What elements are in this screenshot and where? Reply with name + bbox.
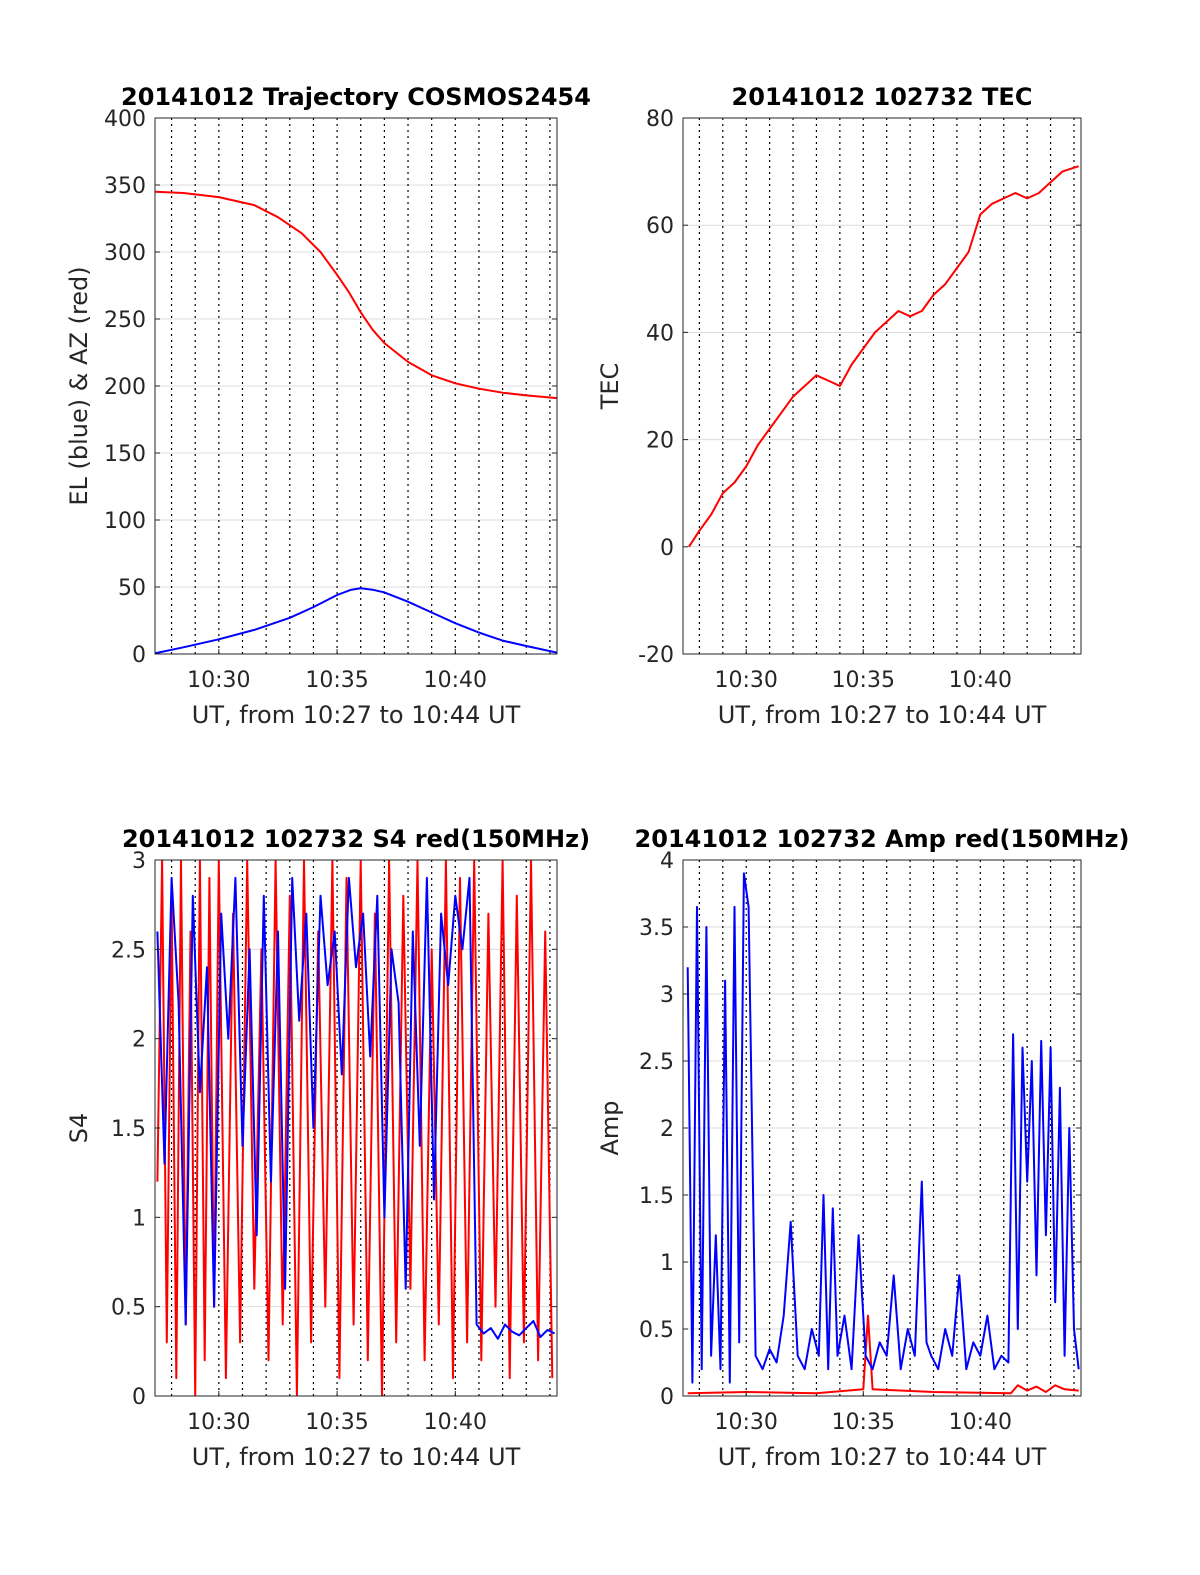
x-tick-label: 10:35 [305,1410,368,1435]
y-tick-label: 100 [104,509,146,534]
y-tick-label: 200 [104,375,146,400]
x-axis-label: UT, from 10:27 to 10:44 UT [192,1443,521,1471]
y-tick-label: 300 [104,241,146,266]
x-tick-label: 10:30 [715,668,778,693]
y-tick-label: 80 [646,107,674,132]
y-tick-label: 350 [104,174,146,199]
y-tick-label: 0 [132,643,146,668]
y-tick-label: 3 [132,849,146,874]
y-tick-label: 3 [660,983,674,1008]
chart-title: 20141012 102732 TEC [732,83,1033,111]
series-line-1 [156,860,554,1396]
y-tick-label: 0 [132,1385,146,1410]
y-tick-label: 0.5 [639,1318,674,1343]
y-tick-label: -20 [638,643,674,668]
chart-panel-1: 0 50 100 150 200 250 300 350 400 10:30 10:35 10:40 2… [65,83,591,729]
y-axis-label: EL (blue) & AZ (red) [65,266,93,505]
x-tick-label: 10:40 [424,668,487,693]
y-tick-label: 40 [646,321,674,346]
y-tick-label: 150 [104,442,146,467]
chart-panel-2: -20 0 20 40 60 80 10:30 10:35 10:40 20141012 1027… [596,83,1082,729]
series-line-2 [155,587,557,654]
series-line-2 [156,876,556,1340]
y-tick-label: 1 [132,1206,146,1231]
y-tick-label: 0.5 [111,1296,146,1321]
y-tick-label: 3.5 [639,916,674,941]
x-tick-label: 10:35 [832,1410,895,1435]
x-tick-label: 10:35 [832,668,895,693]
x-tick-label: 10:30 [187,1410,250,1435]
y-tick-label: 0 [660,536,674,561]
y-tick-label: 20 [646,429,674,454]
x-tick-label: 10:30 [715,1410,778,1435]
chart-panel-3: 0 0.5 1 1.5 2 2.5 3 10:30 10:35 10:40 20141012 102… [65,825,590,1471]
x-axis-label: UT, from 10:27 to 10:44 UT [718,701,1047,729]
series-line-1 [688,165,1080,548]
y-tick-label: 2 [132,1028,146,1053]
chart-title: 20141012 Trajectory COSMOS2454 [121,83,591,111]
chart-title: 20141012 102732 S4 red(150MHz) [122,825,590,853]
y-tick-label: 1.5 [639,1184,674,1209]
y-tick-label: 1 [660,1251,674,1276]
y-tick-label: 2 [660,1117,674,1142]
y-axis-label: S4 [65,1113,93,1144]
series-line-1 [687,1314,1079,1395]
y-tick-label: 1.5 [111,1117,146,1142]
x-tick-label: 10:40 [949,668,1012,693]
y-axis-label: TEC [596,363,624,411]
series-line-2 [686,872,1080,1384]
y-tick-label: 50 [118,576,146,601]
x-tick-label: 10:40 [949,1410,1012,1435]
series-line-1 [155,190,557,400]
x-tick-label: 10:35 [305,668,368,693]
x-tick-label: 10:40 [424,1410,487,1435]
chart-panel-4: 0 0.5 1 1.5 2 2.5 3 3.5 4 10:30 10:35 10:40 20141012… [596,825,1129,1471]
y-tick-label: 400 [104,107,146,132]
x-axis-label: UT, from 10:27 to 10:44 UT [718,1443,1047,1471]
y-tick-label: 250 [104,308,146,333]
y-tick-label: 4 [660,849,674,874]
x-axis-label: UT, from 10:27 to 10:44 UT [192,701,521,729]
y-tick-label: 0 [660,1385,674,1410]
axes-box [682,117,1082,655]
x-tick-label: 10:30 [187,668,250,693]
y-tick-label: 2.5 [639,1050,674,1075]
y-tick-label: 2.5 [111,938,146,963]
y-axis-label: Amp [596,1100,624,1155]
y-tick-label: 60 [646,214,674,239]
chart-title: 20141012 102732 Amp red(150MHz) [635,825,1130,853]
